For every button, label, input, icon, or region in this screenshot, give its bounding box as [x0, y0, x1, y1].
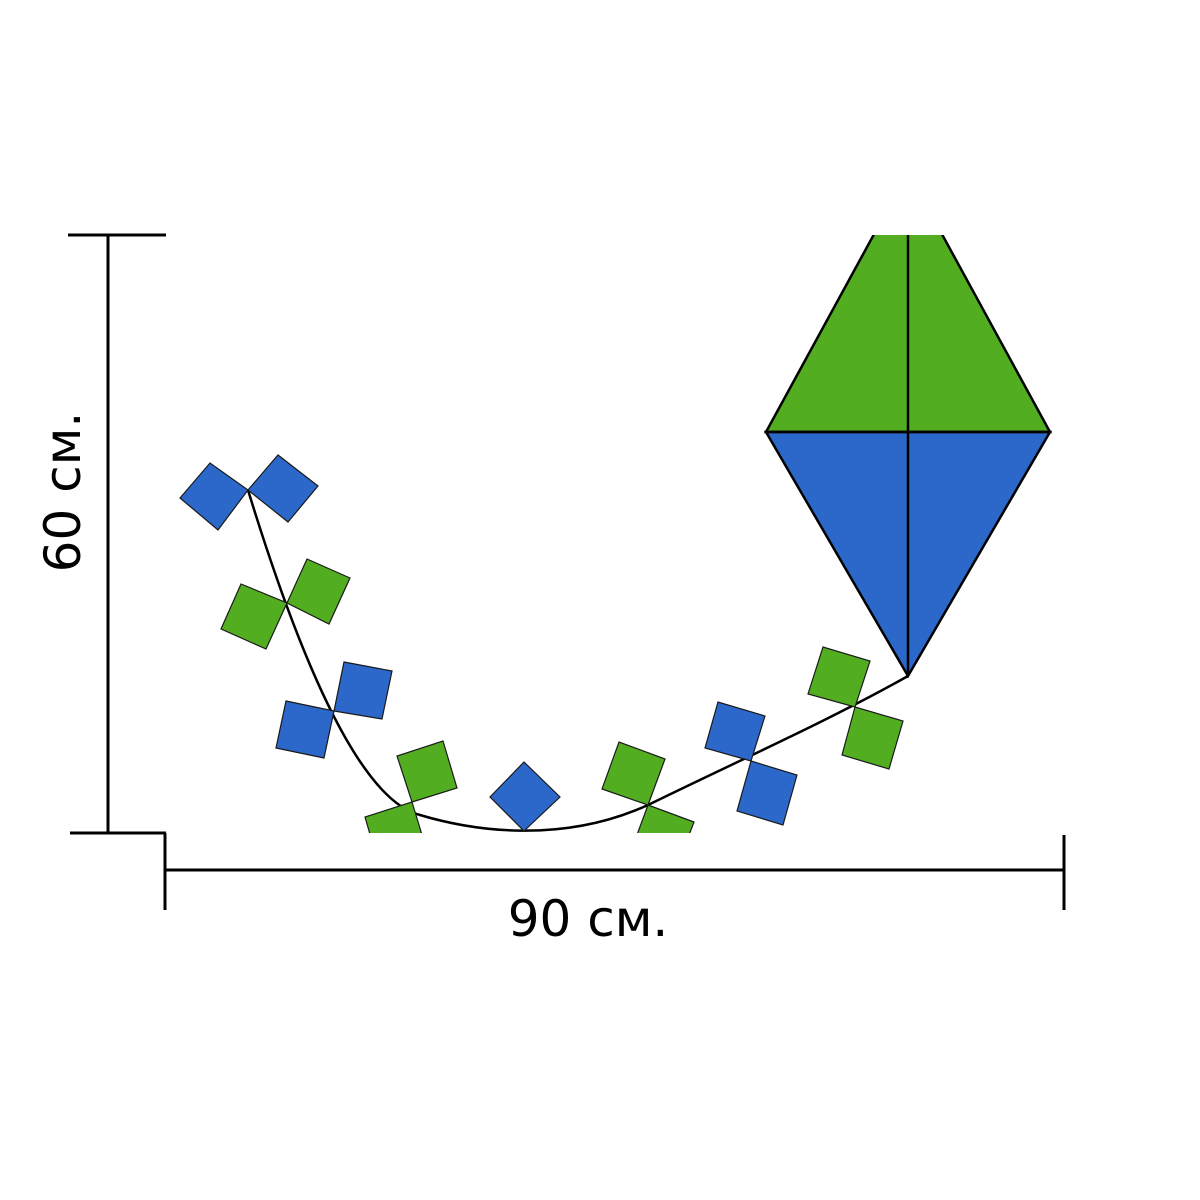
bow-square: [637, 804, 695, 833]
height-dimension-label: 60 см.: [34, 412, 92, 573]
width-dimension-label: 90 см.: [508, 890, 669, 948]
tail-bow: [179, 454, 319, 531]
tail-bow: [275, 661, 393, 759]
bow-square: [807, 646, 871, 708]
kite-tail-string: [246, 489, 909, 832]
kite-artwork: [179, 235, 1053, 833]
bow-square: [736, 760, 798, 826]
bow-square: [220, 583, 288, 650]
tail-bow: [220, 558, 351, 650]
bow-square: [179, 462, 249, 531]
bow-square: [286, 558, 351, 625]
bow-square: [333, 661, 393, 720]
bow-square: [275, 700, 335, 759]
bow-square: [841, 706, 904, 770]
bow-square: [247, 454, 319, 523]
width-dimension: 90 см.: [163, 833, 1066, 948]
kite-body: [763, 235, 1053, 679]
bow-square: [489, 761, 561, 832]
height-dimension: 60 см.: [34, 233, 166, 835]
tail-bow: [807, 646, 904, 770]
tail-bow: [704, 701, 798, 826]
bow-square: [601, 741, 666, 806]
bow-square: [364, 801, 423, 833]
tail-bow: [489, 761, 561, 832]
bow-square: [396, 740, 458, 803]
tail-bows: [179, 454, 904, 833]
bow-square: [704, 701, 766, 762]
tail-bow: [364, 740, 458, 833]
tail-bow: [601, 741, 695, 833]
